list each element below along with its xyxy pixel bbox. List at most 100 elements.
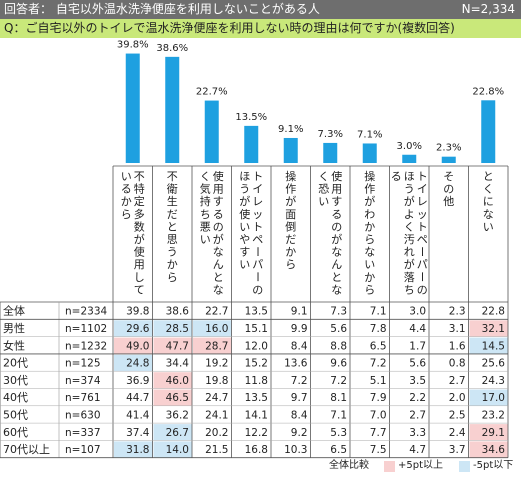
category-label-char: ト (252, 220, 263, 233)
table-cell: 2.2 (409, 392, 426, 404)
table-cell: 2.7 (409, 409, 426, 421)
table-cell: 7.0 (370, 409, 387, 421)
question-bar: Q：ご自宅以外のトイレで温水洗浄便座を利用しない時の理由は何ですか(複数回答) (0, 19, 521, 38)
category-label-char: ん (213, 258, 224, 271)
bar-value-label: 7.3% (318, 129, 343, 140)
category-label-char: す (239, 246, 250, 259)
category-label-char: 恐 (318, 183, 329, 196)
table-cell: 12.0 (245, 340, 268, 352)
category-label-char: 用 (213, 183, 224, 196)
table-cell: 0.8 (449, 358, 466, 370)
category-label-char: の (252, 283, 263, 296)
category-label-char: 操 (285, 169, 296, 183)
table-cell: 36.2 (166, 409, 189, 421)
row-label: 30代 (3, 374, 28, 387)
category-label-char: が (404, 257, 415, 271)
category-label-char: い (121, 170, 132, 183)
legend-high-swatch (384, 461, 395, 472)
category-label-char: ん (331, 258, 342, 271)
category-label-char: な (331, 246, 342, 259)
category-label-char: ほ (404, 170, 415, 183)
table-cell-highlight (469, 424, 508, 441)
category-label-char: 生 (167, 194, 178, 208)
bar (125, 53, 140, 163)
category-label-char: 倒 (285, 220, 296, 233)
table-cell: 29.1 (482, 427, 505, 439)
table-cell: 31.8 (126, 444, 149, 456)
category-label-char: ー (251, 271, 264, 282)
table-cell-highlight (153, 389, 192, 406)
category-label-char: 不 (134, 170, 145, 183)
row-n: n=761 (65, 392, 101, 404)
table-cell: 6.5 (370, 340, 387, 352)
table-cell: 8.1 (330, 392, 347, 404)
category-label-char: う (167, 246, 178, 259)
table-cell: 8.8 (330, 340, 347, 352)
category-label-char: が (285, 194, 296, 208)
table-cell: 28.7 (205, 340, 228, 352)
category-label-char: の (443, 183, 454, 196)
category-label-char: と (483, 170, 494, 183)
table-cell: 16.8 (245, 444, 268, 456)
category-label-char: く (318, 170, 329, 183)
table-cell: 41.4 (126, 409, 150, 421)
table-cell: 7.8 (370, 323, 387, 335)
category-label-char: パ (252, 258, 263, 271)
category-label-char: ら (121, 208, 132, 221)
category-label-char: う (239, 183, 250, 196)
bar (441, 156, 456, 163)
row-n: n=337 (65, 427, 101, 439)
table-cell: 3.3 (409, 427, 426, 439)
category-label-char: 数 (134, 220, 145, 233)
legend-high: +5pt以上 (398, 460, 444, 471)
table-cell: 3.5 (409, 375, 426, 387)
table-cell-highlight (469, 337, 508, 354)
row-n: n=630 (65, 409, 101, 421)
table-cell: 36.9 (126, 375, 149, 387)
category-label-char: レ (417, 195, 428, 208)
table-cell: 14.1 (245, 409, 268, 421)
category-label-char: だ (285, 233, 296, 246)
category-label-char: の (331, 220, 342, 233)
table-cell: 24.3 (482, 375, 505, 387)
table-cell: 11.8 (245, 375, 268, 387)
category-label-char: と (213, 271, 224, 284)
table-cell-highlight (469, 389, 508, 406)
bar (204, 100, 219, 163)
category-label-char: ッ (417, 208, 428, 221)
table-cell: 6.5 (330, 444, 347, 456)
category-label-char: う (404, 183, 415, 196)
question-text: Q：ご自宅以外のトイレで温水洗浄便座を利用しない時の理由は何ですか(複数回答) (4, 21, 455, 35)
table-cell: 34.4 (166, 358, 190, 370)
row-n: n=1102 (65, 323, 107, 335)
category-label-char: だ (167, 208, 178, 221)
table-cell: 5.6 (330, 323, 347, 335)
table-cell-highlight (193, 320, 232, 337)
bar (283, 137, 298, 163)
category-label-char: が (364, 194, 375, 208)
table-cell: 21.5 (205, 444, 228, 456)
table-cell: 3.7 (449, 444, 466, 456)
category-label-char: て (134, 283, 145, 296)
category-label-char: ら (364, 283, 375, 296)
category-label-char: く (200, 170, 211, 183)
category-label-char: が (331, 232, 342, 246)
table-cell: 22.7 (205, 306, 228, 318)
category-label-char: パ (417, 258, 428, 271)
table-cell: 5.1 (370, 375, 387, 387)
table-cell: 3.1 (449, 323, 466, 335)
bar (362, 143, 377, 163)
sample-size: N=2,334 (461, 2, 515, 16)
table-cell: 19.8 (205, 375, 228, 387)
category-label-char: か (121, 195, 132, 208)
category-label-char: な (213, 283, 224, 296)
row-n: n=107 (65, 444, 101, 456)
category-label-char: ッ (252, 208, 263, 221)
bar-value-label: 3.0% (397, 141, 422, 152)
table-cell: 23.2 (482, 409, 505, 421)
bar-value-label: 7.1% (357, 129, 382, 140)
table-cell: 7.5 (370, 444, 387, 456)
category-label-char: い (239, 220, 250, 233)
bar (481, 100, 496, 163)
table-cell: 13.5 (245, 392, 268, 404)
